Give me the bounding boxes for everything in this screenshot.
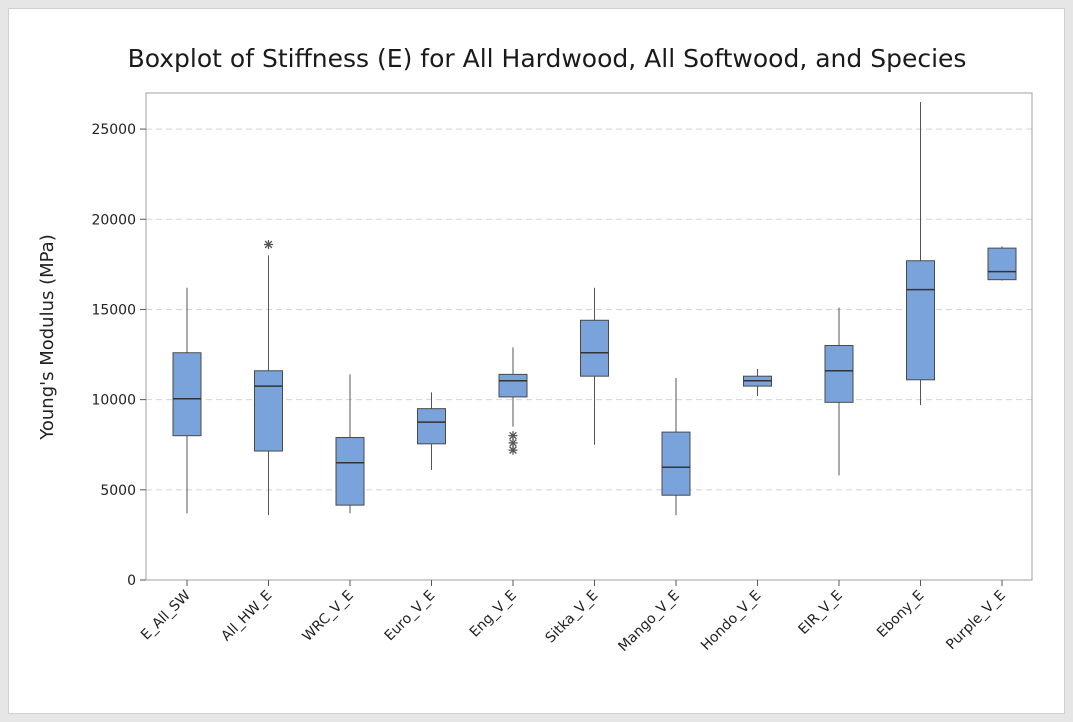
x-category-label: All_HW_E — [218, 588, 275, 645]
box-group — [498, 347, 528, 455]
box-group — [417, 392, 446, 470]
box-group — [580, 287, 609, 445]
plot-area-border — [145, 92, 1033, 581]
x-category-label: WRC_V_E — [299, 588, 356, 645]
outlier-stroke — [509, 446, 517, 454]
y-axis-title: Young's Modulus (MPa) — [37, 234, 58, 440]
y-tick-label: 15000 — [91, 302, 136, 318]
x-category-label: Mango_V_E — [615, 588, 682, 655]
x-category-label: EIR_V_E — [796, 588, 846, 638]
y-tick-label: 20000 — [91, 212, 136, 228]
box-group — [987, 246, 1017, 281]
x-category-label: Eng_V_E — [467, 588, 520, 641]
box — [498, 373, 528, 398]
box-group — [661, 377, 691, 516]
box — [824, 345, 854, 403]
box-group — [335, 374, 365, 514]
y-tick-label: 0 — [127, 573, 136, 589]
outlier-stroke — [509, 439, 517, 447]
x-category-label: Euro_V_E — [382, 588, 439, 645]
box — [987, 247, 1017, 281]
x-category-label: E_All_SW — [138, 587, 194, 643]
chart-title: Boxplot of Stiffness (E) for All Hardwoo… — [128, 44, 967, 73]
box-group — [743, 368, 772, 397]
x-category-label: Sitka_V_E — [543, 588, 602, 647]
outlier-marker — [508, 438, 518, 448]
box — [417, 408, 446, 445]
box — [172, 352, 202, 437]
outlier-marker — [264, 240, 273, 250]
box — [254, 370, 283, 452]
y-tick-label: 5000 — [100, 483, 136, 499]
y-tick-label: 10000 — [91, 393, 136, 409]
box-group — [254, 240, 283, 516]
x-axis: E_All_SW All_HW_E WRC_V_E Euro_V_E Eng_V_E Si… — [138, 580, 1009, 655]
chart-frame: Boxplot of Stiffness (E) for All Hardwoo… — [8, 8, 1065, 714]
x-category-label: Ebony_E — [874, 588, 927, 641]
y-axis: 0 5000 10000 15000 20000 25000 — [91, 122, 146, 589]
box — [661, 431, 691, 496]
y-tick-label: 25000 — [91, 122, 136, 138]
box — [906, 260, 935, 381]
outlier-marker — [508, 431, 518, 441]
box — [335, 437, 365, 506]
x-category-label: Purple_V_E — [943, 588, 1009, 654]
x-category-label: Hondo_V_E — [698, 588, 764, 654]
boxes — [172, 102, 1017, 516]
boxplot-chart: Boxplot of Stiffness (E) for All Hardwoo… — [37, 44, 1033, 655]
box — [580, 319, 609, 377]
box-group — [172, 287, 202, 514]
box-group — [906, 102, 935, 406]
box-group — [824, 307, 854, 476]
outlier-stroke — [509, 431, 517, 440]
outlier-stroke — [264, 240, 273, 249]
gridlines — [146, 128, 1032, 491]
